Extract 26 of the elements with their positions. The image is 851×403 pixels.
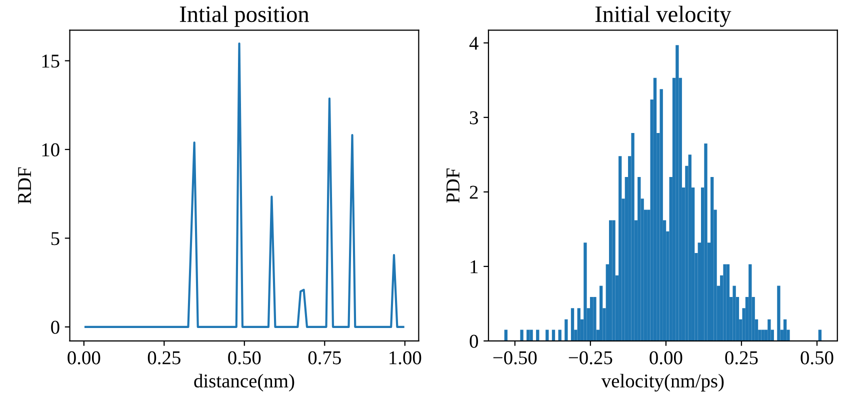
y-tick-label: 5	[51, 232, 60, 246]
y-tick-label: 1	[470, 260, 478, 274]
y-tick-label: 4	[469, 36, 478, 50]
y-tick-label: 0	[51, 320, 60, 334]
y-axis-title: PDF	[446, 168, 460, 203]
x-tick-label: 0.25	[148, 351, 180, 364]
y-tick-label: 10	[42, 143, 60, 156]
y-tick-label: 3	[470, 111, 478, 124]
line-series	[84, 42, 404, 328]
x-tick-label: 0.00	[68, 351, 100, 364]
chart-title: Initial velocity	[595, 6, 732, 27]
x-tick-label: 0.75	[308, 351, 341, 364]
y-tick-label: 0	[470, 334, 478, 348]
x-axis-title: distance(nm)	[194, 374, 294, 392]
x-tick-label: 0.50	[228, 351, 261, 364]
chart-title: Intial position	[180, 6, 310, 27]
x-tick-label: −0.25	[568, 351, 612, 364]
x-tick-label: 0.25	[725, 351, 758, 364]
x-tick-label: −0.50	[493, 351, 537, 364]
y-tick-label: 2	[470, 186, 478, 199]
x-tick-label: 0.00	[650, 351, 682, 364]
x-axis-title: velocity(nm/ps)	[601, 374, 724, 392]
y-axis-title: RDF	[18, 167, 31, 204]
x-tick-label: 0.50	[800, 351, 834, 364]
y-tick-label: 15	[42, 54, 60, 68]
x-tick-label: 1.00	[390, 351, 422, 364]
